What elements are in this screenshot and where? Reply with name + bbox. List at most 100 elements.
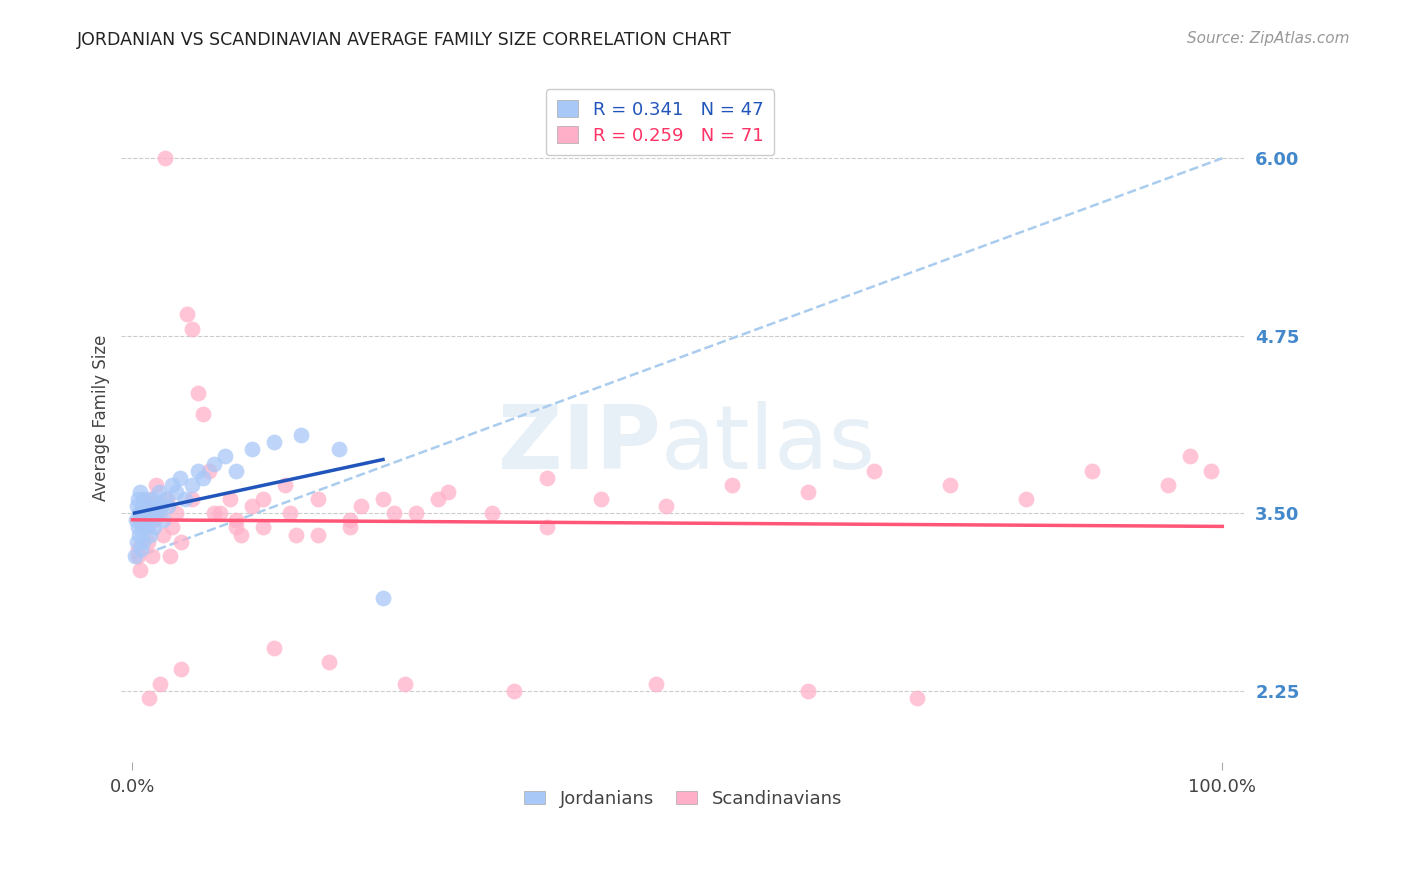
Point	[426, 491, 449, 506]
Point	[131, 499, 153, 513]
Point	[132, 520, 155, 534]
Point	[170, 663, 193, 677]
Point	[181, 491, 204, 506]
Point	[139, 527, 162, 541]
Point	[128, 506, 150, 520]
Point	[644, 676, 666, 690]
Point	[797, 484, 820, 499]
Point	[136, 499, 159, 513]
Point	[280, 506, 302, 520]
Point	[307, 491, 329, 506]
Point	[214, 450, 236, 464]
Point	[382, 506, 405, 520]
Point	[136, 534, 159, 549]
Point	[149, 676, 172, 690]
Point	[145, 506, 167, 520]
Text: JORDANIAN VS SCANDINAVIAN AVERAGE FAMILY SIZE CORRELATION CHART: JORDANIAN VS SCANDINAVIAN AVERAGE FAMILY…	[77, 31, 733, 49]
Point	[862, 464, 884, 478]
Point	[125, 499, 148, 513]
Point	[129, 506, 152, 520]
Point	[481, 506, 503, 520]
Point	[159, 549, 181, 563]
Point	[536, 520, 558, 534]
Point	[202, 506, 225, 520]
Point	[405, 506, 427, 520]
Point	[124, 513, 146, 527]
Point	[187, 464, 209, 478]
Point	[139, 491, 162, 506]
Text: Source: ZipAtlas.com: Source: ZipAtlas.com	[1187, 31, 1350, 46]
Point	[134, 506, 156, 520]
Point	[307, 527, 329, 541]
Point	[208, 506, 231, 520]
Legend: Jordanians, Scandinavians: Jordanians, Scandinavians	[516, 782, 849, 814]
Point	[1178, 450, 1201, 464]
Point	[252, 491, 274, 506]
Point	[252, 520, 274, 534]
Point	[165, 484, 187, 499]
Point	[165, 506, 187, 520]
Point	[502, 683, 524, 698]
Point	[225, 513, 247, 527]
Point	[141, 549, 163, 563]
Point	[135, 520, 157, 534]
Point	[138, 690, 160, 705]
Point	[129, 506, 152, 520]
Point	[274, 478, 297, 492]
Point	[153, 491, 176, 506]
Point	[290, 428, 312, 442]
Point	[125, 534, 148, 549]
Point	[1157, 478, 1180, 492]
Point	[156, 491, 179, 506]
Point	[339, 520, 361, 534]
Point	[149, 499, 172, 513]
Text: ZIP: ZIP	[498, 401, 661, 489]
Point	[173, 491, 195, 506]
Text: atlas: atlas	[661, 401, 876, 489]
Point	[263, 435, 285, 450]
Point	[127, 549, 149, 563]
Point	[371, 591, 394, 606]
Point	[284, 527, 307, 541]
Point	[139, 506, 162, 520]
Point	[225, 520, 247, 534]
Point	[350, 499, 373, 513]
Point	[1015, 491, 1038, 506]
Point	[225, 464, 247, 478]
Point	[797, 683, 820, 698]
Point	[371, 491, 394, 506]
Point	[193, 471, 215, 485]
Point	[181, 478, 204, 492]
Point	[157, 499, 180, 513]
Point	[193, 407, 215, 421]
Point	[134, 506, 156, 520]
Point	[169, 471, 191, 485]
Point	[176, 307, 198, 321]
Point	[160, 478, 183, 492]
Point	[153, 151, 176, 165]
Point	[939, 478, 962, 492]
Point	[152, 513, 174, 527]
Point	[132, 534, 155, 549]
Point	[437, 484, 460, 499]
Point	[152, 527, 174, 541]
Point	[149, 506, 172, 520]
Point	[339, 513, 361, 527]
Point	[240, 499, 263, 513]
Point	[142, 499, 165, 513]
Point	[655, 499, 678, 513]
Point	[143, 520, 166, 534]
Point	[138, 513, 160, 527]
Point	[589, 491, 612, 506]
Point	[124, 549, 146, 563]
Point	[202, 457, 225, 471]
Y-axis label: Average Family Size: Average Family Size	[93, 334, 110, 500]
Point	[394, 676, 416, 690]
Point	[231, 527, 253, 541]
Point	[1080, 464, 1102, 478]
Point	[148, 484, 170, 499]
Point	[129, 513, 152, 527]
Point	[318, 656, 340, 670]
Point	[187, 385, 209, 400]
Point	[197, 464, 219, 478]
